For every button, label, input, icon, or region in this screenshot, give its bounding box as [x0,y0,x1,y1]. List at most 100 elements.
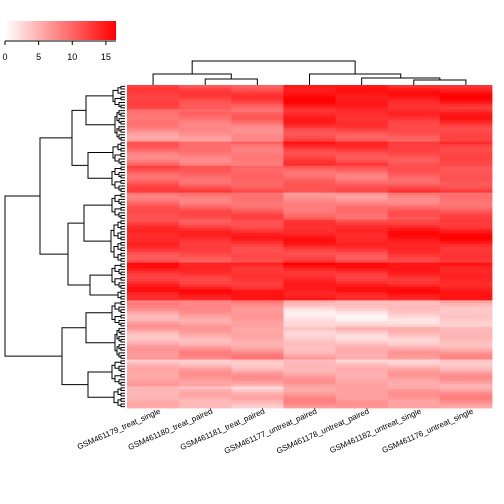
dendrogram-branch [118,344,125,350]
heatmap-cell [439,351,493,355]
heatmap-cell [387,200,441,204]
heatmap-cell [439,224,493,229]
heatmap-cell [127,219,180,223]
heatmap-cell [387,402,441,406]
heatmap-cell [127,321,180,325]
heatmap-cell [179,254,232,258]
heatmap-cell [127,128,180,132]
heatmap-cell [231,114,284,118]
heatmap-cell [439,122,493,126]
heatmap-cell [231,130,284,134]
heatmap-cell [387,171,441,175]
dendrogram-branch [120,241,125,246]
heatmap-cell [179,171,232,175]
heatmap-cell [127,324,180,328]
heatmap-cell [439,364,493,369]
heatmap-cell [387,394,441,398]
heatmap-cell [335,98,389,102]
heatmap-cell [179,93,232,97]
heatmap-cell [283,90,336,94]
heatmap-cell [335,373,389,377]
heatmap-cell [179,386,232,390]
heatmap-cell [231,276,284,280]
heatmap-cell [335,343,389,347]
heatmap-cell [335,402,389,406]
heatmap-cell [335,235,389,239]
heatmap-cell [387,305,441,309]
heatmap-cell [335,327,389,331]
heatmap-cell [335,189,389,194]
heatmap-cell [179,111,232,116]
dendrogram-branch [120,285,125,289]
dendrogram-branch [120,236,125,241]
heatmap-cell [127,254,180,258]
heatmap-cell [179,367,232,371]
heatmap-cell [179,246,232,250]
heatmap-cell [283,95,336,99]
heatmap-cell [127,265,180,269]
heatmap-cell [387,324,441,328]
heatmap-cell [283,300,336,304]
heatmap-cell [387,117,441,121]
heatmap-cell [283,227,336,231]
heatmap-cell [127,119,180,124]
heatmap-cell [335,222,389,226]
heatmap-cell [179,181,232,185]
heatmap-cell [127,338,180,342]
heatmap-cell [387,381,441,385]
heatmap-cell [439,222,493,226]
heatmap-cell [283,160,336,164]
heatmap-cell [439,305,493,309]
heatmap-cell [335,130,389,134]
heatmap-cell [439,111,493,116]
heatmap-cell [127,292,180,296]
heatmap-cell [335,405,389,409]
dendrogram-branch [120,403,125,408]
heatmap-cell [179,300,232,304]
heatmap-cell [179,141,232,145]
heatmap-cell [335,262,389,266]
heatmap-cell [179,356,232,360]
heatmap-cell [179,179,232,183]
heatmap-cell [127,114,180,118]
dendrogram-branch [114,181,121,189]
heatmap-cell [387,284,441,288]
heatmap-cell [283,268,336,272]
heatmap-cell [179,222,232,226]
heatmap-cell [179,257,232,261]
heatmap-cell [335,211,389,215]
heatmap-cell [179,311,232,315]
heatmap-cell [231,160,284,164]
heatmap-cell [127,109,180,113]
heatmap-cell [387,262,441,266]
dendrogram-branch [120,147,125,152]
heatmap-cell [231,313,284,317]
heatmap-cell [439,214,493,218]
heatmap-cell [439,308,493,312]
heatmap-cell [439,206,493,210]
heatmap-cell [283,370,336,374]
heatmap-cell [387,206,441,210]
heatmap-cell [179,281,232,285]
heatmap-cell [231,138,284,142]
heatmap-cell [231,208,284,212]
heatmap-cell [231,292,284,296]
heatmap-cell [127,284,180,288]
color-key-tick-label: 0 [2,52,7,62]
heatmap-cell [283,243,336,247]
heatmap-cell [335,289,389,293]
heatmap-cell [439,270,493,274]
heatmap-cell [231,230,284,234]
heatmap-cell [439,241,493,245]
heatmap-cell [387,184,441,188]
heatmap-cell [127,346,180,350]
heatmap-cell [179,259,232,264]
heatmap-cell [335,138,389,142]
heatmap-cell [283,273,336,277]
heatmap-cell [335,243,389,247]
heatmap-cell [387,90,441,94]
dendrogram-branch [120,355,125,359]
heatmap-cell [439,289,493,293]
heatmap-cell [231,154,284,159]
heatmap-cell [179,276,232,280]
